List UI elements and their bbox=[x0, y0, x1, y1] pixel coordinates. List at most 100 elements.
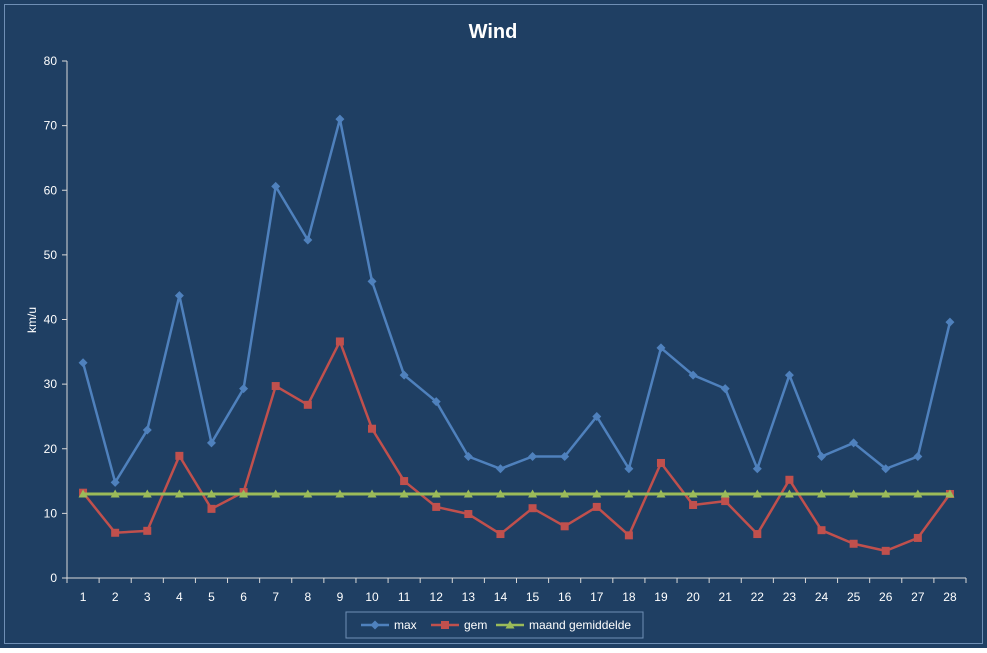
data-point bbox=[335, 337, 344, 346]
data-point bbox=[110, 477, 120, 487]
x-tick-label: 6 bbox=[240, 590, 247, 604]
data-point bbox=[560, 489, 570, 498]
data-point bbox=[400, 477, 409, 486]
x-tick-label: 9 bbox=[337, 590, 344, 604]
x-tick-label: 8 bbox=[304, 590, 311, 604]
data-point bbox=[624, 464, 634, 474]
data-point bbox=[143, 526, 152, 535]
data-point bbox=[207, 504, 216, 513]
x-tick-label: 26 bbox=[879, 590, 893, 604]
data-point bbox=[432, 502, 441, 511]
data-point bbox=[785, 475, 794, 484]
series-3 bbox=[78, 489, 955, 498]
x-tick-label: 10 bbox=[365, 590, 379, 604]
y-tick-label: 80 bbox=[44, 54, 58, 68]
y-tick-label: 60 bbox=[44, 183, 58, 197]
data-point bbox=[111, 528, 120, 537]
data-point bbox=[78, 358, 88, 368]
data-point bbox=[174, 489, 184, 498]
series-layer bbox=[78, 114, 955, 555]
y-tick-label: 50 bbox=[44, 248, 58, 262]
data-point bbox=[399, 489, 409, 498]
data-point bbox=[817, 526, 826, 535]
data-point bbox=[368, 424, 377, 433]
data-point bbox=[656, 458, 665, 467]
data-point bbox=[528, 489, 538, 498]
data-point bbox=[817, 452, 827, 462]
x-tick-label: 2 bbox=[112, 590, 119, 604]
series-line bbox=[82, 340, 951, 553]
data-point bbox=[110, 489, 120, 498]
data-point bbox=[560, 452, 570, 462]
data-point bbox=[784, 489, 794, 498]
data-point bbox=[239, 489, 249, 498]
y-tick-label: 10 bbox=[44, 506, 58, 520]
data-point bbox=[592, 502, 601, 511]
data-point bbox=[495, 464, 505, 474]
data-point bbox=[142, 489, 152, 498]
x-tick-label: 27 bbox=[911, 590, 925, 604]
data-point bbox=[881, 489, 891, 498]
data-point bbox=[720, 384, 730, 394]
x-tick-label: 24 bbox=[815, 590, 829, 604]
legend-label: max bbox=[394, 618, 417, 632]
legend-marker bbox=[370, 620, 380, 630]
x-tick-label: 3 bbox=[144, 590, 151, 604]
legend-entry: gem bbox=[431, 618, 487, 632]
data-point bbox=[849, 438, 859, 448]
legend-label: gem bbox=[464, 618, 487, 632]
data-point bbox=[849, 489, 859, 498]
series-1 bbox=[78, 114, 955, 487]
x-tick-label: 14 bbox=[494, 590, 508, 604]
chart-frame bbox=[4, 4, 983, 644]
data-point bbox=[624, 489, 634, 498]
x-tick-label: 11 bbox=[398, 590, 411, 604]
data-point bbox=[689, 500, 698, 509]
data-point bbox=[560, 522, 569, 531]
x-tick-label: 18 bbox=[622, 590, 636, 604]
data-point bbox=[913, 489, 923, 498]
data-point bbox=[303, 489, 313, 498]
series-line bbox=[81, 117, 952, 484]
legend: max gem maand gemiddelde bbox=[345, 611, 644, 639]
data-point bbox=[464, 510, 473, 519]
x-tick-label: 17 bbox=[590, 590, 604, 604]
x-tick-label: 25 bbox=[847, 590, 861, 604]
data-point bbox=[271, 489, 281, 498]
data-point bbox=[817, 489, 827, 498]
data-point bbox=[753, 530, 762, 539]
data-point bbox=[592, 489, 602, 498]
data-point bbox=[303, 400, 312, 409]
data-point bbox=[303, 235, 313, 245]
x-tick-label: 20 bbox=[686, 590, 700, 604]
data-point bbox=[78, 489, 88, 498]
x-tick-label: 4 bbox=[176, 590, 183, 604]
legend-label: maand gemiddelde bbox=[529, 618, 631, 632]
data-point bbox=[496, 530, 505, 539]
data-point bbox=[206, 489, 216, 498]
data-point bbox=[849, 539, 858, 548]
legend-box bbox=[345, 611, 644, 639]
data-point bbox=[495, 489, 505, 498]
data-point bbox=[175, 451, 184, 460]
x-tick-label: 5 bbox=[208, 590, 215, 604]
data-point bbox=[206, 438, 216, 448]
x-tick-label: 13 bbox=[462, 590, 476, 604]
data-point bbox=[656, 343, 666, 353]
data-point bbox=[913, 452, 923, 462]
data-point bbox=[913, 533, 922, 542]
y-tick-label: 30 bbox=[44, 377, 58, 391]
x-tick-label: 19 bbox=[654, 590, 668, 604]
data-point bbox=[431, 397, 441, 407]
x-tick-label: 23 bbox=[783, 590, 797, 604]
data-point bbox=[752, 489, 762, 498]
data-point bbox=[784, 370, 794, 380]
data-point bbox=[720, 489, 730, 498]
legend-marker bbox=[505, 620, 515, 629]
y-axis-label: km/u bbox=[25, 307, 39, 333]
x-tick-label: 22 bbox=[751, 590, 765, 604]
